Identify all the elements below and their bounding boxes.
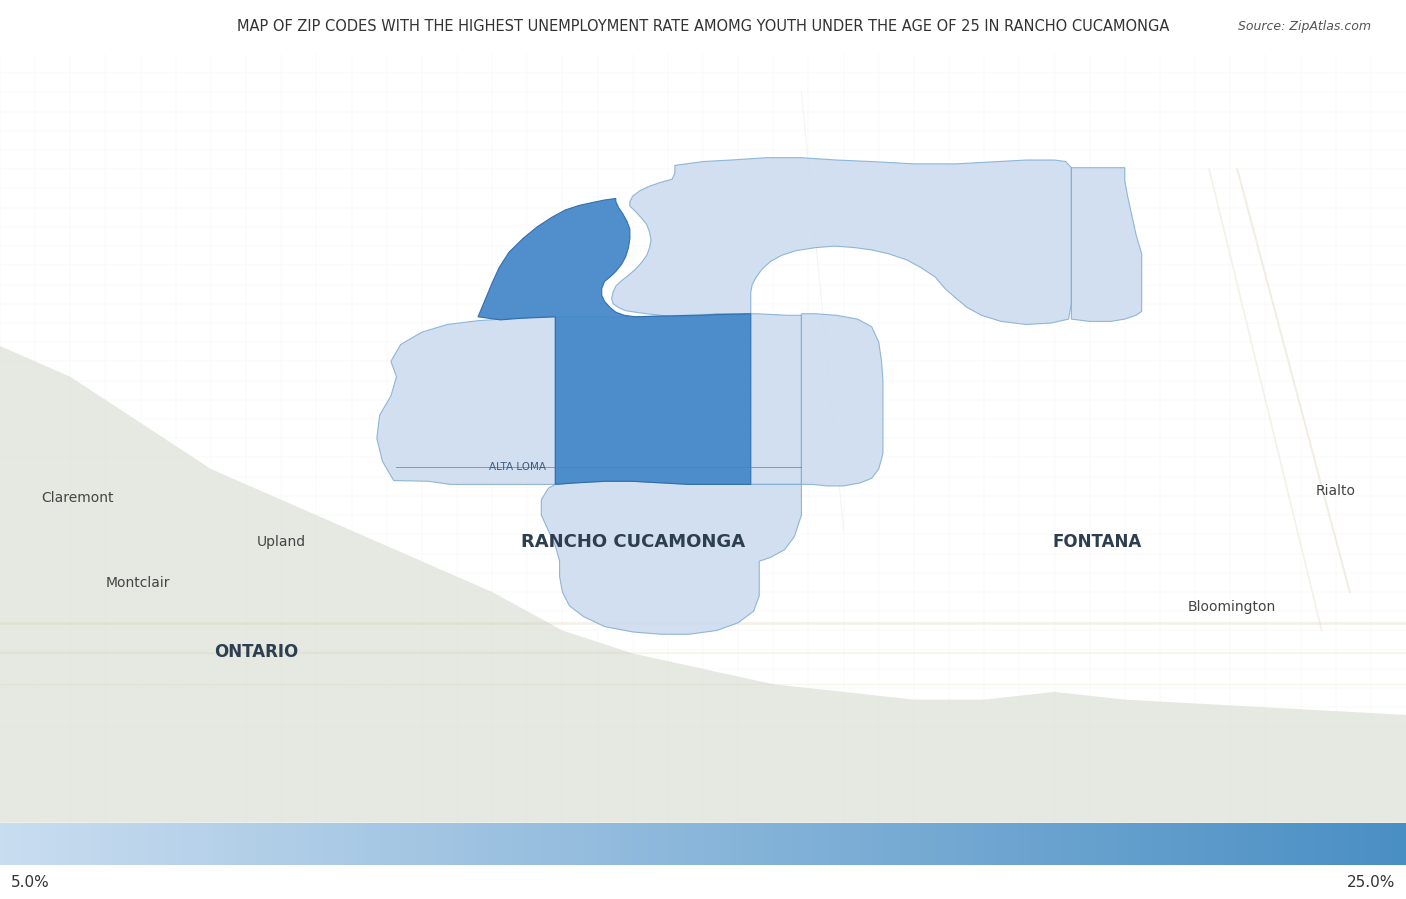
Text: Rialto: Rialto — [1316, 484, 1355, 497]
Text: Claremont: Claremont — [41, 491, 114, 505]
Text: Bloomington: Bloomington — [1188, 601, 1275, 614]
Polygon shape — [541, 481, 801, 635]
Polygon shape — [555, 314, 801, 485]
Text: Source: ZipAtlas.com: Source: ZipAtlas.com — [1237, 20, 1371, 32]
Text: ONTARIO: ONTARIO — [214, 643, 298, 661]
Text: 25.0%: 25.0% — [1347, 875, 1395, 890]
Polygon shape — [612, 157, 1071, 325]
Polygon shape — [1071, 168, 1142, 322]
Text: Montclair: Montclair — [105, 575, 170, 590]
Text: RANCHO CUCAMONGA: RANCHO CUCAMONGA — [520, 533, 745, 551]
Text: 5.0%: 5.0% — [11, 875, 51, 890]
Polygon shape — [377, 316, 555, 485]
Polygon shape — [801, 314, 883, 486]
Text: FONTANA: FONTANA — [1052, 533, 1142, 551]
Polygon shape — [478, 199, 751, 485]
Text: Upland: Upland — [257, 535, 305, 549]
Polygon shape — [0, 346, 1406, 823]
Text: ALTA LOMA: ALTA LOMA — [489, 462, 546, 473]
Text: MAP OF ZIP CODES WITH THE HIGHEST UNEMPLOYMENT RATE AMOMG YOUTH UNDER THE AGE OF: MAP OF ZIP CODES WITH THE HIGHEST UNEMPL… — [236, 19, 1170, 34]
